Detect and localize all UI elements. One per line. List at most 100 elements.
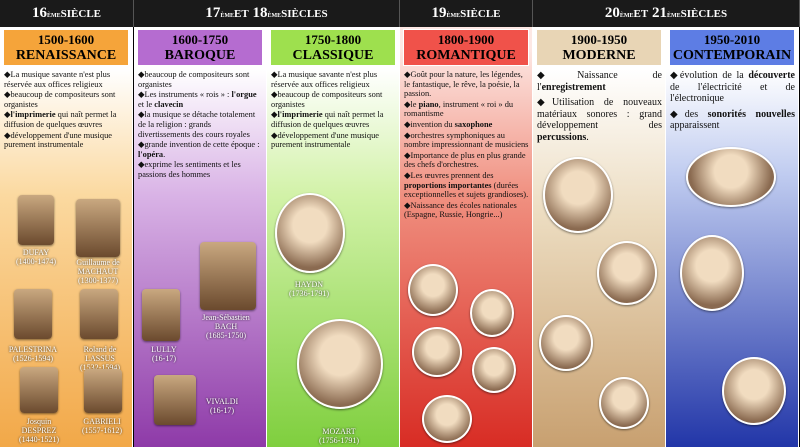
composer-years: (1532-1594) xyxy=(80,363,120,372)
superscript: ème xyxy=(446,8,461,19)
bold-text: l'imprimerie xyxy=(277,110,323,120)
superscript: siècles xyxy=(281,5,328,21)
bullet: Les instruments « rois » : l'orgue et le… xyxy=(138,90,263,109)
portrait-caption: Guillaume de MACHAUT (1300-1377) xyxy=(68,258,128,285)
bold-text: enregistrement xyxy=(541,81,606,93)
bold-text: l'opéra xyxy=(138,149,164,159)
bullet: orchestres symphoniques au nombre impres… xyxy=(404,131,529,150)
text: développement d'une musique purement ins… xyxy=(4,130,112,150)
bullet: Importance de plus en plus grande des ch… xyxy=(404,151,529,170)
superscript: 17 xyxy=(205,5,221,21)
bold-text: proportions importantes xyxy=(404,180,492,190)
superscript: ème xyxy=(619,8,634,19)
text: La musique savante n'est plus réservée a… xyxy=(271,70,378,89)
period-dates: 1500-1600 xyxy=(37,32,95,47)
portrait xyxy=(422,395,472,443)
bullet: Utilisation de nouveaux matériaux sonore… xyxy=(537,97,662,143)
portrait xyxy=(722,357,786,425)
portrait xyxy=(20,367,58,413)
bullet: développement d'une musique purement ins… xyxy=(4,131,129,150)
bullet: développement d'une musique purement ins… xyxy=(271,131,396,150)
composer-years: (1440-1521) xyxy=(19,435,59,444)
period-dates: 1600-1750 xyxy=(171,32,229,47)
portrait-caption: PALESTRINA (1526-1594) xyxy=(3,345,63,363)
bold-text: piano xyxy=(418,99,439,109)
text: le xyxy=(410,99,419,109)
composer-name: Josquin DESPREZ xyxy=(21,417,57,435)
composer-name: Jean-Sébastien BACH xyxy=(202,313,250,331)
composer-name: HAYDN xyxy=(294,280,324,289)
composer-years: (1736-1791) xyxy=(289,289,329,298)
bullet: Goût pour la nature, les légendes, le fa… xyxy=(404,70,529,99)
bullet: La musique savante n'est plus réservée a… xyxy=(4,70,129,89)
portrait xyxy=(680,235,744,311)
period-dates: 1900-1950 xyxy=(570,32,628,47)
superscript: ème xyxy=(46,8,61,19)
composer-years: (1526-1594) xyxy=(13,354,53,363)
text: grande invention de cette époque : xyxy=(144,140,260,150)
text: des xyxy=(684,108,708,120)
century-header: 17 ème et 18 ème siècles xyxy=(134,0,400,27)
bold-text: saxophone xyxy=(454,119,493,129)
composer-years: (1685-1750) xyxy=(206,331,246,340)
composer-name: DUFAY xyxy=(22,248,50,257)
period-header: 1750-1800 CLASSIQUE xyxy=(270,29,396,66)
bullet: beaucoup de compositeurs sont organistes xyxy=(271,90,396,109)
portrait xyxy=(597,241,657,305)
text: Les instruments « rois » : xyxy=(144,90,232,100)
superscript: ème xyxy=(220,8,235,19)
portrait-caption: LULLY (16-17) xyxy=(134,345,194,363)
portrait xyxy=(76,199,120,257)
period-name: ROMANTIQUE xyxy=(416,48,516,63)
portrait xyxy=(599,377,649,429)
text: Naissance des écoles nationales (Espagne… xyxy=(404,200,517,220)
portrait-caption: HAYDN (1736-1791) xyxy=(279,280,339,298)
bullet: des sonorités nouvelles apparaissent xyxy=(670,109,795,132)
portrait xyxy=(408,264,458,316)
text: beaucoup de compositeurs sont organistes xyxy=(4,90,116,109)
bold-text: l'imprimerie xyxy=(10,110,56,120)
bullet: évolution de la découverte de l'électric… xyxy=(670,70,795,105)
portrait xyxy=(539,315,593,371)
text: Utilisation de nouveaux matériaux sonore… xyxy=(537,97,662,131)
superscript: 16 xyxy=(31,5,47,21)
bold-text: l'orgue xyxy=(231,90,257,100)
text: apparaissent xyxy=(670,120,720,131)
composer-name: GABRIELI xyxy=(83,417,121,426)
bullet-list: La musique savante n'est plus réservée a… xyxy=(271,70,396,151)
portrait-caption: Josquin DESPREZ (1440-1521) xyxy=(9,417,69,444)
portrait-caption: Roland de LASSUS (1532-1594) xyxy=(70,345,130,372)
text: invention du xyxy=(410,119,455,129)
text: beaucoup de compositeurs sont organistes xyxy=(271,90,383,109)
text: Importance de plus en plus grande des ch… xyxy=(404,150,526,170)
period-name: CLASSIQUE xyxy=(292,48,374,63)
text: Les œuvres prennent des xyxy=(410,170,494,180)
period-name: CONTEMPORAIN xyxy=(672,48,792,63)
superscript: et 18 xyxy=(234,5,268,21)
composer-name: LULLY xyxy=(151,345,177,354)
bullet: exprime les sentiments et les passions d… xyxy=(138,160,263,179)
bullet: l'imprimerie qui naît permet la diffusio… xyxy=(271,110,396,129)
portrait xyxy=(154,375,196,425)
bullet: l'imprimerie qui naît permet la diffusio… xyxy=(4,110,129,129)
portrait-caption: MOZART (1756-1791) xyxy=(309,427,369,445)
portrait xyxy=(470,289,514,337)
portrait-caption: GABRIELI (1557-1612) xyxy=(72,417,132,435)
portrait xyxy=(84,369,122,413)
text: . xyxy=(586,131,589,143)
bullet-list: évolution de la découverte de l'électric… xyxy=(670,70,795,136)
composer-years: (16-17) xyxy=(152,354,176,363)
bold-text: clavecin xyxy=(154,99,184,109)
portrait xyxy=(200,242,256,310)
text: évolution de la xyxy=(679,70,749,81)
superscript: 19 xyxy=(431,5,447,21)
portrait xyxy=(412,327,462,377)
text: beaucoup de compositeurs sont organistes xyxy=(138,70,250,89)
portrait-caption: VIVALDI (16-17) xyxy=(192,397,252,415)
composer-years: (1400-1474) xyxy=(16,257,56,266)
composer-name: Guillaume de MACHAUT xyxy=(76,258,120,276)
